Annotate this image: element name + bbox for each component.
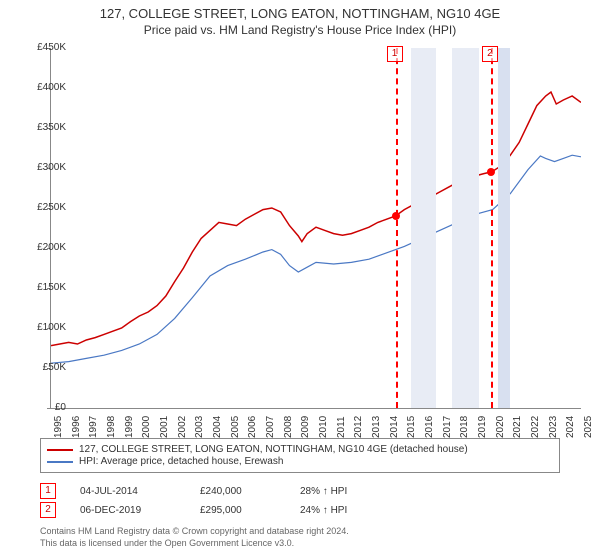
x-tick-label: 2023	[548, 416, 559, 438]
sale-row: 2 06-DEC-2019£295,00024% ↑ HPI	[40, 502, 560, 518]
x-tick-label: 2020	[495, 416, 506, 438]
sale-date: 06-DEC-2019	[80, 505, 200, 516]
legend-item: 127, COLLEGE STREET, LONG EATON, NOTTING…	[47, 444, 553, 455]
x-tick-label: 2016	[424, 416, 435, 438]
y-tick-label: £200K	[18, 242, 66, 253]
x-tick-label: 1998	[106, 416, 117, 438]
marker-line-1	[396, 48, 398, 408]
y-tick-label: £100K	[18, 322, 66, 333]
sale-date: 04-JUL-2014	[80, 486, 200, 497]
y-tick-label: £150K	[18, 282, 66, 293]
x-tick-label: 2014	[389, 416, 400, 438]
x-tick-label: 2018	[459, 416, 470, 438]
x-tick-label: 2017	[442, 416, 453, 438]
x-tick-label: 2010	[318, 416, 329, 438]
x-tick-label: 2011	[336, 416, 347, 438]
legend-item: HPI: Average price, detached house, Erew…	[47, 456, 553, 467]
x-tick-label: 2022	[530, 416, 541, 438]
x-tick-label: 2007	[265, 416, 276, 438]
y-tick-label: £350K	[18, 122, 66, 133]
shaded-band	[411, 48, 436, 408]
x-tick-label: 2002	[177, 416, 188, 438]
y-tick-label: £450K	[18, 42, 66, 53]
shaded-band	[452, 48, 479, 408]
y-tick-label: £300K	[18, 162, 66, 173]
y-tick-label: £50K	[18, 362, 66, 373]
legend-box: 127, COLLEGE STREET, LONG EATON, NOTTING…	[40, 438, 560, 473]
x-tick-label: 1999	[124, 416, 135, 438]
y-tick-label: £0	[18, 402, 66, 413]
footer-line-1: Contains HM Land Registry data © Crown c…	[40, 526, 349, 538]
x-tick-label: 2021	[512, 416, 523, 438]
sale-price: £295,000	[200, 505, 300, 516]
x-tick-label: 1997	[88, 416, 99, 438]
sale-price: £240,000	[200, 486, 300, 497]
chart-plot-area	[50, 48, 581, 409]
x-tick-label: 2004	[212, 416, 223, 438]
x-tick-label: 2005	[230, 416, 241, 438]
legend-swatch	[47, 449, 73, 451]
marker-box-2: 2	[482, 46, 498, 62]
x-tick-label: 2015	[406, 416, 417, 438]
legend-label: HPI: Average price, detached house, Erew…	[79, 456, 283, 467]
x-tick-label: 2013	[371, 416, 382, 438]
x-tick-label: 2009	[300, 416, 311, 438]
x-tick-label: 2019	[477, 416, 488, 438]
sale-marker: 2	[40, 502, 56, 518]
sales-table: 1 04-JUL-2014£240,00028% ↑ HPI 2 06-DEC-201…	[40, 480, 560, 521]
sale-vs-hpi: 24% ↑ HPI	[300, 505, 400, 516]
x-tick-label: 2012	[353, 416, 364, 438]
sale-dot	[392, 212, 400, 220]
legend-swatch	[47, 461, 73, 463]
y-tick-label: £400K	[18, 82, 66, 93]
legend-label: 127, COLLEGE STREET, LONG EATON, NOTTING…	[79, 444, 468, 455]
shaded-band	[498, 48, 510, 408]
sale-row: 1 04-JUL-2014£240,00028% ↑ HPI	[40, 483, 560, 499]
x-tick-label: 2006	[247, 416, 258, 438]
x-tick-label: 1995	[53, 416, 64, 438]
x-tick-label: 1996	[71, 416, 82, 438]
sale-vs-hpi: 28% ↑ HPI	[300, 486, 400, 497]
marker-box-1: 1	[387, 46, 403, 62]
y-tick-label: £250K	[18, 202, 66, 213]
x-tick-label: 2000	[141, 416, 152, 438]
sale-dot	[487, 168, 495, 176]
chart-title: 127, COLLEGE STREET, LONG EATON, NOTTING…	[0, 6, 600, 21]
x-tick-label: 2025	[583, 416, 594, 438]
sale-marker: 1	[40, 483, 56, 499]
marker-line-2	[491, 48, 493, 408]
x-tick-label: 2001	[159, 416, 170, 438]
footer-line-2: This data is licensed under the Open Gov…	[40, 538, 349, 550]
x-tick-label: 2008	[283, 416, 294, 438]
x-tick-label: 2024	[565, 416, 576, 438]
chart-subtitle: Price paid vs. HM Land Registry's House …	[0, 23, 600, 37]
x-tick-label: 2003	[194, 416, 205, 438]
copyright-footer: Contains HM Land Registry data © Crown c…	[40, 526, 349, 549]
